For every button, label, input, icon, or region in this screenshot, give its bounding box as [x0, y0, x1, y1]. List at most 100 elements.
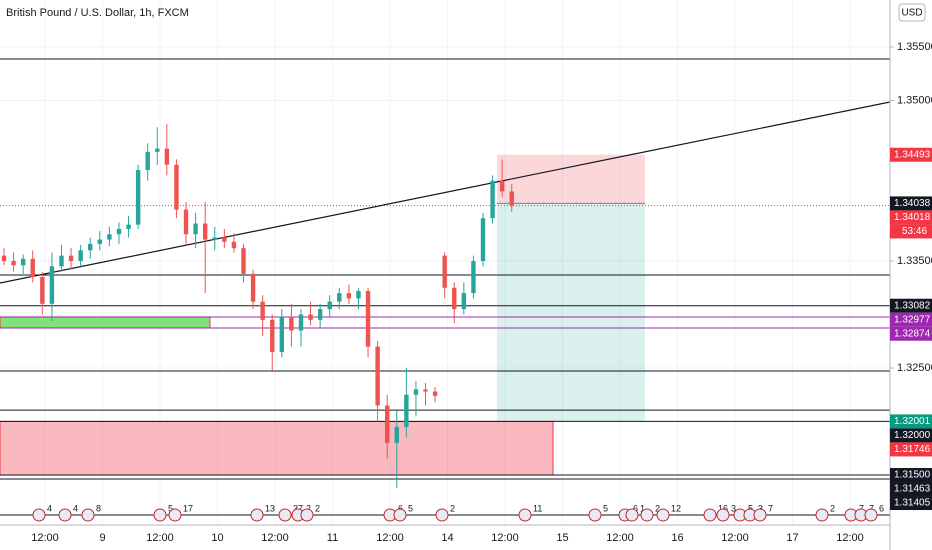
candle-body — [174, 164, 179, 210]
x-tick-label: 14 — [441, 532, 453, 544]
candle-body — [183, 209, 189, 235]
event-count: 17 — [183, 503, 193, 513]
candle-body — [135, 170, 141, 225]
event-count: 6 — [633, 503, 638, 513]
event-count: 11 — [533, 503, 542, 513]
price-label: 1.34038 — [894, 198, 931, 209]
candle-body — [202, 223, 208, 240]
currency-box[interactable] — [898, 3, 926, 22]
stop-zone — [497, 154, 645, 204]
candle-body — [509, 191, 514, 206]
drawings — [0, 58, 891, 516]
x-tick-label: 17 — [786, 532, 798, 544]
price-label: 1.33082 — [894, 300, 931, 311]
candle-body — [20, 258, 26, 266]
x-tick-label: 12:00 — [376, 532, 404, 544]
event-icon — [656, 508, 670, 522]
candle-body — [279, 316, 285, 352]
candle-body — [452, 287, 457, 310]
candle-body — [461, 293, 467, 310]
price-label-box — [890, 442, 932, 457]
event-count: 6 — [879, 503, 884, 513]
candle-body — [346, 293, 352, 299]
event-icon — [716, 508, 730, 522]
candle-body — [49, 266, 55, 304]
event-count: 1 — [640, 503, 645, 513]
event-count: 16 — [718, 503, 728, 513]
candle-body — [40, 277, 45, 304]
candle-body — [164, 148, 170, 165]
price-label-box — [890, 312, 932, 327]
event-count: 5 — [168, 503, 173, 513]
x-tick-label: 12:00 — [606, 532, 634, 544]
event-count: 7 — [859, 503, 864, 513]
event-icon — [393, 508, 407, 522]
event-count: 4 — [73, 503, 78, 513]
price-label: 1.32000 — [894, 430, 931, 441]
event-count: 7 — [768, 503, 773, 513]
event-icon — [81, 508, 95, 522]
candle-body — [250, 273, 256, 302]
candle-body — [260, 301, 265, 320]
event-icon — [153, 508, 167, 522]
candle-body — [385, 405, 390, 443]
event-icon — [300, 508, 314, 522]
price-label: 1.32977 — [894, 314, 931, 325]
currency[interactable]: USD — [901, 8, 922, 19]
candle-body — [375, 346, 380, 406]
candle-body — [107, 234, 112, 240]
price-label-box — [890, 147, 932, 162]
event-icon — [58, 508, 72, 522]
candle-body — [298, 314, 304, 331]
candle-body — [442, 255, 447, 288]
event-count: 7 — [869, 503, 874, 513]
event-count: 5 — [603, 503, 608, 513]
event-count: 3 — [731, 503, 736, 513]
event-count: 2 — [315, 503, 320, 513]
candle-body — [97, 239, 102, 244]
candle-body — [241, 248, 246, 274]
countdown-box — [890, 224, 932, 239]
events: 4 4 8 5 17 13 37 2 2 6 5 2 11 5 6 1 2 12 16 3 5 3 7 2 7 7 6 — [32, 503, 884, 522]
candle-body — [327, 301, 332, 310]
event-icon — [435, 508, 449, 522]
event-icon — [32, 508, 46, 522]
candle-body — [423, 389, 428, 392]
event-icon — [753, 508, 767, 522]
x-tick-label: 11 — [327, 532, 338, 544]
candle-body — [68, 255, 74, 262]
x-tick-label: 12:00 — [721, 532, 749, 544]
event-count: 6 — [398, 503, 403, 513]
y-tick-label: 1.32500 — [897, 362, 932, 374]
price-label: 1.32874 — [894, 328, 931, 339]
candle-body — [308, 314, 313, 320]
candle-body — [155, 148, 160, 152]
price-label: 1.34493 — [894, 149, 931, 160]
candle-body — [490, 180, 495, 219]
candle-body — [270, 319, 275, 352]
event-count: 37 — [293, 503, 303, 513]
candle-body — [222, 237, 227, 242]
countdown: 53:46 — [902, 226, 927, 237]
chart-title: British Pound / U.S. Dollar, 1h, FXCM — [6, 7, 189, 19]
x-tick-label: 12:00 — [836, 532, 864, 544]
price-label-box — [890, 468, 932, 483]
candle-body — [356, 290, 361, 299]
x-tick-label: 12:00 — [146, 532, 174, 544]
price-label: 1.34018 — [894, 212, 931, 223]
x-tick-label: 9 — [99, 532, 105, 544]
y-tick-label: 1.33500 — [897, 255, 932, 267]
x-tick-label: 15 — [556, 532, 568, 544]
event-icon — [250, 508, 264, 522]
candle-body — [471, 261, 476, 294]
candle-body — [394, 426, 399, 443]
candle-body — [212, 237, 217, 240]
candle-body — [30, 258, 35, 278]
candle-body — [289, 316, 294, 331]
candle-body — [88, 243, 93, 251]
x-tick-label: 12:00 — [491, 532, 519, 544]
candle-body — [59, 255, 64, 267]
price-label: 1.31746 — [894, 444, 931, 455]
candle-body — [413, 389, 419, 395]
price-label-box — [890, 482, 932, 497]
